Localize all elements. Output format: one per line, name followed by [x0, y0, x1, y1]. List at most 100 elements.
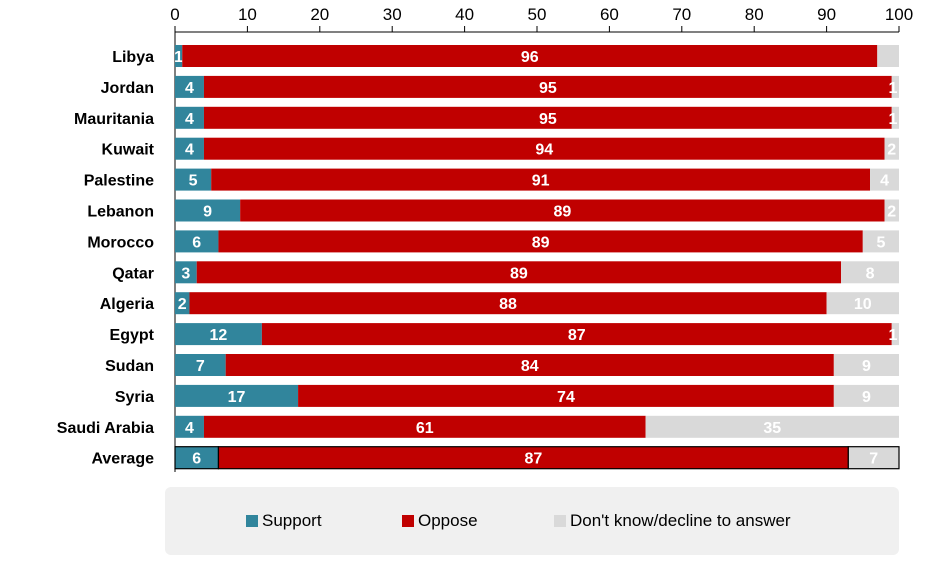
bar-oppose-saudi-arabia: [203, 415, 646, 438]
bar-don-t-know-decline-to-answer-sudan: [833, 354, 899, 376]
data-label-don-t-know-decline-to-answer-lebanon: 2: [887, 204, 896, 221]
data-label-oppose-sudan: 84: [521, 358, 539, 375]
data-label-oppose-palestine: 91: [532, 173, 550, 190]
category-label-lebanon: Lebanon: [87, 204, 154, 221]
bar-oppose-kuwait: [203, 137, 885, 160]
category-label-egypt: Egypt: [110, 327, 155, 344]
data-label-support-syria: 17: [228, 389, 246, 406]
category-label-palestine: Palestine: [84, 173, 154, 190]
bar-support-saudi-arabia: [175, 415, 204, 438]
bar-support-morocco: [175, 230, 219, 253]
bar-don-t-know-decline-to-answer-qatar: [841, 261, 899, 284]
data-label-support-average: 6: [192, 451, 201, 468]
data-label-support-egypt: 12: [210, 327, 228, 344]
bar-support-lebanon: [175, 199, 241, 222]
bar-oppose-libya: [182, 45, 878, 67]
legend-label-dont-know: Don't know/decline to answer: [570, 511, 791, 530]
data-label-don-t-know-decline-to-answer-morocco: 5: [876, 234, 885, 251]
data-label-don-t-know-decline-to-answer-sudan: 9: [862, 358, 871, 375]
data-label-support-saudi-arabia: 4: [185, 420, 194, 437]
bar-support-mauritania: [175, 106, 204, 129]
x-tick-label-0: 0: [170, 5, 179, 24]
category-label-saudi-arabia: Saudi Arabia: [57, 420, 154, 437]
data-label-support-algeria: 2: [178, 296, 187, 313]
x-tick-label-10: 10: [238, 5, 257, 24]
category-label-average: Average: [91, 451, 154, 468]
bar-support-sudan: [175, 354, 226, 376]
data-label-oppose-kuwait: 94: [535, 142, 553, 159]
bar-don-t-know-decline-to-answer-syria: [833, 384, 899, 407]
x-tick-label-20: 20: [310, 5, 329, 24]
data-label-oppose-libya: 96: [521, 49, 539, 66]
data-label-don-t-know-decline-to-answer-mauritania: 1: [889, 111, 898, 128]
bar-oppose-jordan: [203, 75, 892, 98]
data-label-support-sudan: 7: [196, 358, 205, 375]
bar-oppose-mauritania: [203, 106, 892, 129]
legend-swatch-support: [246, 515, 258, 527]
x-tick-label-60: 60: [600, 5, 619, 24]
bar-support-algeria: [175, 292, 190, 315]
legend-label-oppose: Oppose: [418, 511, 478, 530]
bar-don-t-know-decline-to-answer-jordan: [891, 75, 899, 98]
data-label-don-t-know-decline-to-answer-saudi-arabia: 35: [763, 420, 781, 437]
bar-oppose-syria: [298, 384, 834, 407]
data-label-don-t-know-decline-to-answer-egypt: 1: [889, 327, 898, 344]
bar-oppose-egypt: [261, 323, 892, 346]
data-label-support-kuwait: 4: [185, 142, 194, 159]
legend-item-support: Support: [246, 511, 322, 531]
x-tick-label-70: 70: [672, 5, 691, 24]
category-label-qatar: Qatar: [112, 265, 154, 282]
x-tick-label-80: 80: [745, 5, 764, 24]
data-label-support-qatar: 3: [181, 265, 190, 282]
data-label-oppose-average: 87: [524, 451, 542, 468]
category-label-jordan: Jordan: [101, 80, 154, 97]
bar-oppose-morocco: [218, 230, 863, 253]
bar-support-jordan: [175, 75, 204, 98]
bar-don-t-know-decline-to-answer-kuwait: [884, 137, 899, 160]
data-label-oppose-lebanon: 89: [553, 204, 571, 221]
bar-don-t-know-decline-to-answer-saudi-arabia: [645, 415, 899, 438]
data-label-oppose-jordan: 95: [539, 80, 557, 97]
category-label-sudan: Sudan: [105, 358, 154, 375]
bar-support-libya: [175, 45, 183, 67]
data-label-don-t-know-decline-to-answer-kuwait: 2: [887, 142, 896, 159]
data-label-support-libya: 1: [174, 49, 183, 66]
data-label-don-t-know-decline-to-answer-palestine: 4: [880, 173, 889, 190]
bar-don-t-know-decline-to-answer-lebanon: [884, 199, 899, 222]
bar-support-qatar: [175, 261, 197, 284]
bar-oppose-palestine: [211, 168, 871, 191]
data-label-oppose-mauritania: 95: [539, 111, 557, 128]
data-label-support-morocco: 6: [192, 234, 201, 251]
legend-label-support: Support: [262, 511, 322, 530]
x-tick-label-30: 30: [383, 5, 402, 24]
x-tick-label-40: 40: [455, 5, 474, 24]
data-label-oppose-morocco: 89: [532, 234, 550, 251]
data-label-support-jordan: 4: [185, 80, 194, 97]
x-tick-label-50: 50: [528, 5, 547, 24]
data-label-support-mauritania: 4: [185, 111, 194, 128]
legend-swatch-dont-know: [554, 515, 566, 527]
category-label-mauritania: Mauritania: [74, 111, 154, 128]
x-tick-label-100: 100: [885, 5, 913, 24]
legend-item-dont-know: Don't know/decline to answer: [554, 511, 791, 531]
data-label-support-palestine: 5: [189, 173, 198, 190]
bar-support-syria: [175, 384, 299, 407]
bar-oppose-qatar: [196, 261, 842, 284]
data-label-don-t-know-decline-to-answer-average: 7: [869, 451, 878, 468]
data-label-oppose-qatar: 89: [510, 265, 528, 282]
category-label-libya: Libya: [112, 49, 154, 66]
data-label-don-t-know-decline-to-answer-syria: 9: [862, 389, 871, 406]
legend-item-oppose: Oppose: [402, 511, 478, 531]
data-label-oppose-syria: 74: [557, 389, 575, 406]
data-label-don-t-know-decline-to-answer-qatar: 8: [866, 265, 875, 282]
bar-don-t-know-decline-to-answer-morocco: [862, 230, 899, 253]
bar-oppose-sudan: [225, 354, 834, 376]
bar-don-t-know-decline-to-answer-egypt: [891, 323, 899, 346]
bar-support-egypt: [175, 323, 262, 346]
bar-oppose-lebanon: [240, 199, 885, 222]
bar-don-t-know-decline-to-answer-mauritania: [891, 106, 899, 129]
legend-swatch-oppose: [402, 515, 414, 527]
category-label-algeria: Algeria: [100, 296, 154, 313]
data-label-oppose-egypt: 87: [568, 327, 586, 344]
bar-don-t-know-decline-to-answer-libya: [877, 45, 899, 67]
